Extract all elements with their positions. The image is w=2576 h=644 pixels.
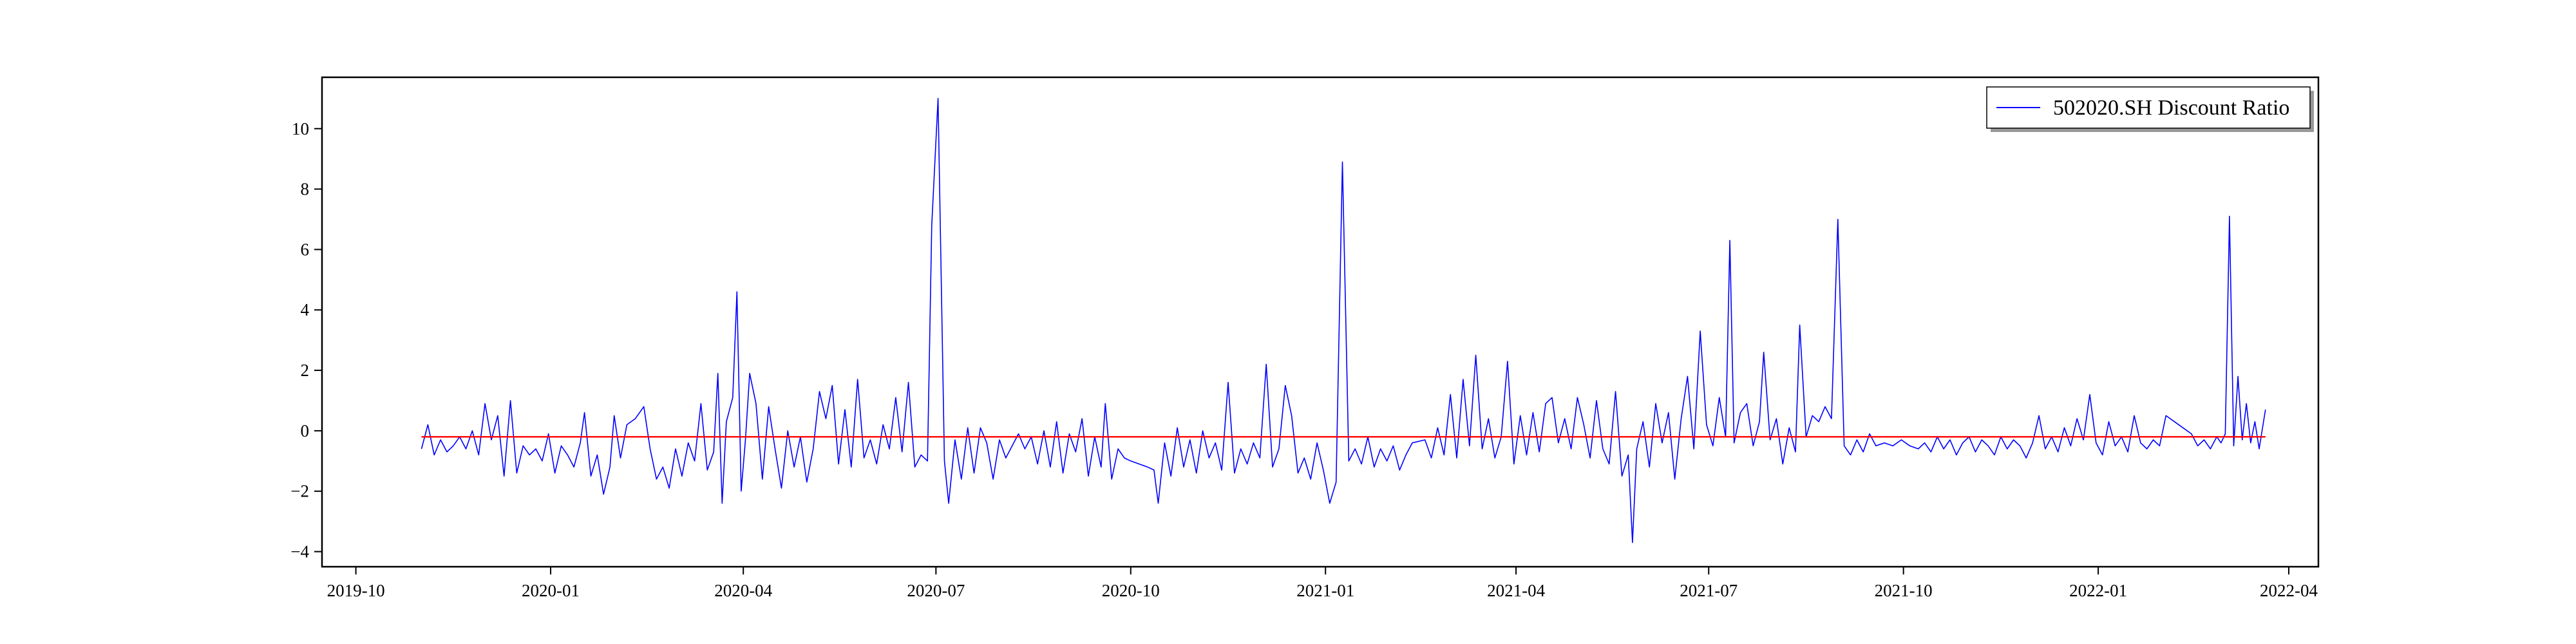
x-tick-label: 2019-10 (327, 581, 385, 600)
x-tick-label: 2020-07 (907, 581, 965, 600)
x-tick-label: 2022-01 (2069, 581, 2127, 600)
y-tick-label: −2 (290, 482, 309, 501)
y-tick-label: 6 (301, 240, 310, 259)
x-tick-label: 2021-10 (1875, 581, 1933, 600)
x-axis: 2019-10 2020-01 2020-04 2020-07 2020-10 2021-… (327, 567, 2318, 600)
x-tick-label: 2021-04 (1487, 581, 1545, 600)
x-tick-label: 2021-01 (1296, 581, 1354, 600)
y-tick-label: 2 (301, 361, 310, 380)
legend: 502020.SH Discount Ratio (1986, 86, 2314, 132)
y-tick-label: 0 (301, 421, 310, 440)
x-tick-label: 2020-01 (522, 581, 580, 600)
x-tick-label: 2022-04 (2260, 581, 2318, 600)
x-tick-label: 2020-04 (714, 581, 772, 600)
x-tick-label: 2021-07 (1680, 581, 1738, 600)
series-line-discount-ratio (421, 98, 2266, 544)
x-tick-label: 2020-10 (1102, 581, 1160, 600)
y-tick-label: 8 (301, 180, 310, 199)
y-tick-label: −4 (290, 542, 309, 562)
legend-label: 502020.SH Discount Ratio (2053, 96, 2289, 120)
y-tick-label: 10 (292, 119, 309, 138)
legend-box (1986, 86, 2311, 129)
y-tick-label: 4 (301, 300, 310, 319)
plot-area (421, 98, 2266, 544)
axes-frame (321, 76, 2320, 568)
y-axis: −4 −2 0 2 4 6 8 10 (290, 119, 322, 562)
